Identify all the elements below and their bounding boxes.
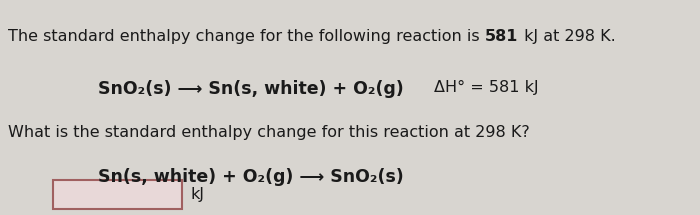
Text: ΔH° = 581 kJ: ΔH° = 581 kJ xyxy=(434,80,538,95)
Text: What is the standard enthalpy change for this reaction at 298 K?: What is the standard enthalpy change for… xyxy=(8,125,530,140)
Text: SnO₂(s) ⟶ Sn(s, white) + O₂(g): SnO₂(s) ⟶ Sn(s, white) + O₂(g) xyxy=(98,80,404,98)
Text: kJ: kJ xyxy=(190,187,204,201)
Text: kJ at 298 K.: kJ at 298 K. xyxy=(519,29,615,44)
Text: Sn(s, white) + O₂(g) ⟶ SnO₂(s): Sn(s, white) + O₂(g) ⟶ SnO₂(s) xyxy=(98,168,404,186)
Text: The standard enthalpy change for the following reaction is: The standard enthalpy change for the fol… xyxy=(8,29,485,44)
FancyBboxPatch shape xyxy=(52,180,182,209)
Text: 581: 581 xyxy=(485,29,519,44)
